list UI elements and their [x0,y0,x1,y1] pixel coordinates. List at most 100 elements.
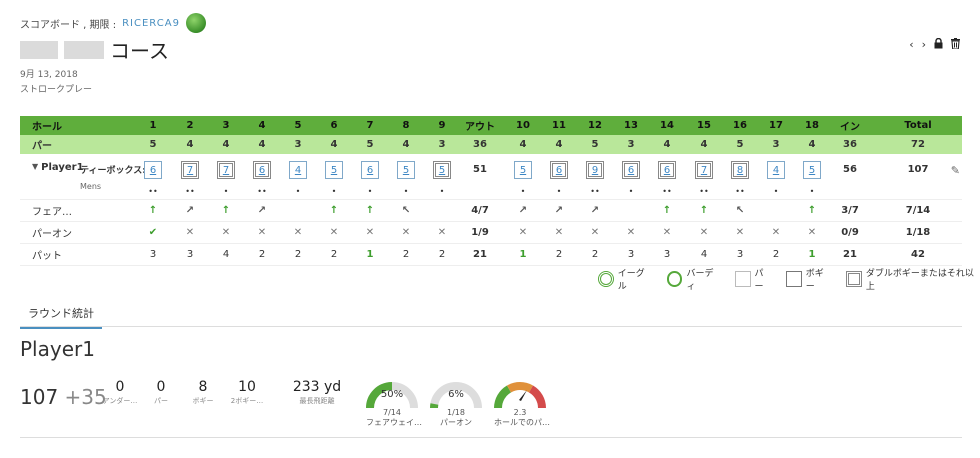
par-value: 4 [222,139,230,150]
par-value: 5 [149,139,157,150]
score-value[interactable]: 7 [695,161,713,179]
hole-row: ホール 1 2 3 4 5 6 7 8 9 10 11 12 13 14 15 16 17 18 アウト イン Tota… [20,116,962,135]
legend-eagle: イーグル [598,266,653,292]
score-value[interactable]: 6 [658,161,676,179]
prev-icon[interactable]: ‹ [909,38,914,51]
score-value[interactable]: 6 [253,161,271,179]
arrow-left-icon: ↖ [401,205,411,216]
par-total: 72 [911,139,925,150]
stat-bogey-label: ボギー [192,397,214,405]
user-link[interactable]: RICERCA9 [122,17,180,29]
par-value: 3 [294,139,302,150]
miss-icon: ✕ [771,227,781,238]
par-value: 4 [519,139,527,150]
score-cell: 5 • [505,154,541,199]
arrow-right-icon: ↗ [185,205,195,216]
arrow-right-icon: ↗ [590,205,600,216]
score-cell: 7 •• [172,154,208,199]
arrow-up-icon: ↑ [148,205,158,216]
player-name-cell[interactable]: ▼ Player1 [32,162,84,207]
score-value[interactable]: 6 [622,161,640,179]
score-value[interactable]: 5 [397,161,415,179]
score-value[interactable]: 4 [767,161,785,179]
score-value[interactable]: 8 [731,161,749,179]
fairway-gauge-fill [366,382,393,408]
score-value[interactable]: 5 [514,161,532,179]
score-cell: 6 • [613,154,649,199]
gir-out: 1/9 [471,227,489,238]
tab-round-stats[interactable]: ラウンド統計 [20,303,102,329]
score-cell: 7 • [208,154,244,199]
player-in: 56 [843,164,857,175]
putt-dots: •• [662,187,672,196]
score-cell: 8 •• [722,154,758,199]
putt-dots: • [556,187,562,196]
legend-bogey: ボギー [786,266,832,292]
score-value[interactable]: 6 [144,161,162,179]
collapse-icon[interactable]: ▼ [32,162,39,171]
putt-dots: • [367,187,373,196]
score-value[interactable]: 7 [217,161,235,179]
miss-icon: ✕ [437,227,447,238]
next-icon[interactable]: › [921,38,926,51]
miss-icon: ✕ [626,227,636,238]
arrow-right-icon: ↗ [554,205,564,216]
putt-gauge: 2.3 ホールでのパ… [494,368,550,428]
score-cell: 5 • [316,154,352,199]
stat-drive-value: 233 yd [292,379,342,395]
score-cell: 6 •• [649,154,685,199]
fairway-frac: 7/14 [383,408,401,417]
score-value[interactable]: 6 [361,161,379,179]
score-value[interactable]: 5 [803,161,821,179]
fairway-gauge: 50% 7/14 フェアウェイ… [366,368,422,428]
score-cell: 4 • [280,154,316,199]
putt-value: 3 [663,249,671,260]
hole-number: 11 [552,120,566,131]
legend-bogey-label: ボギー [805,269,824,292]
total-score-value: 107 [20,385,59,409]
total-score: 107 +35 [20,385,107,409]
score-value[interactable]: 5 [325,161,343,179]
lock-icon[interactable] [934,37,943,52]
bogey-swatch [786,271,802,287]
gir-frac: 1/18 [447,408,465,417]
hole-number: 6 [330,120,338,131]
edit-icon[interactable]: ✎ [950,164,960,177]
redacted-block [64,40,104,59]
hole-label: ホール [32,122,62,133]
miss-icon: ✕ [293,227,303,238]
legend-eagle-label: イーグル [617,269,645,292]
score-value[interactable]: 6 [550,161,568,179]
gir-total: 1/18 [905,227,931,238]
par-value: 5 [591,139,599,150]
putt-dots: • [331,187,337,196]
par-value: 4 [186,139,194,150]
arrow-up-icon: ↑ [221,205,231,216]
putt-value: 3 [627,249,635,260]
gir-pct: 6% [448,389,464,400]
score-value[interactable]: 5 [433,161,451,179]
miss-icon: ✕ [329,227,339,238]
score-value[interactable]: 4 [289,161,307,179]
double-swatch [846,271,862,287]
putt-out: 21 [473,249,487,260]
trash-icon[interactable] [951,38,960,52]
putt-value: 2 [330,249,338,260]
par-value: 4 [402,139,410,150]
total-label: Total [904,120,932,131]
score-value[interactable]: 9 [586,161,604,179]
fairway-gauge-label: フェアウェイ… [366,418,422,427]
stats-player-name: Player1 [20,337,95,361]
arrow-right-icon: ↗ [257,205,267,216]
miss-icon: ✕ [807,227,817,238]
score-cell: 5 • [794,154,830,199]
miss-icon: ✕ [662,227,672,238]
miss-icon: ✕ [185,227,195,238]
arrow-up-icon: ↑ [807,205,817,216]
score-value[interactable]: 7 [181,161,199,179]
scoreboard-prefix: スコアボード , 期限 : [20,19,117,31]
avatar[interactable] [185,13,206,33]
putt-dots: • [520,187,526,196]
putt-dots: •• [590,187,600,196]
fairway-pct: 50% [381,389,403,400]
